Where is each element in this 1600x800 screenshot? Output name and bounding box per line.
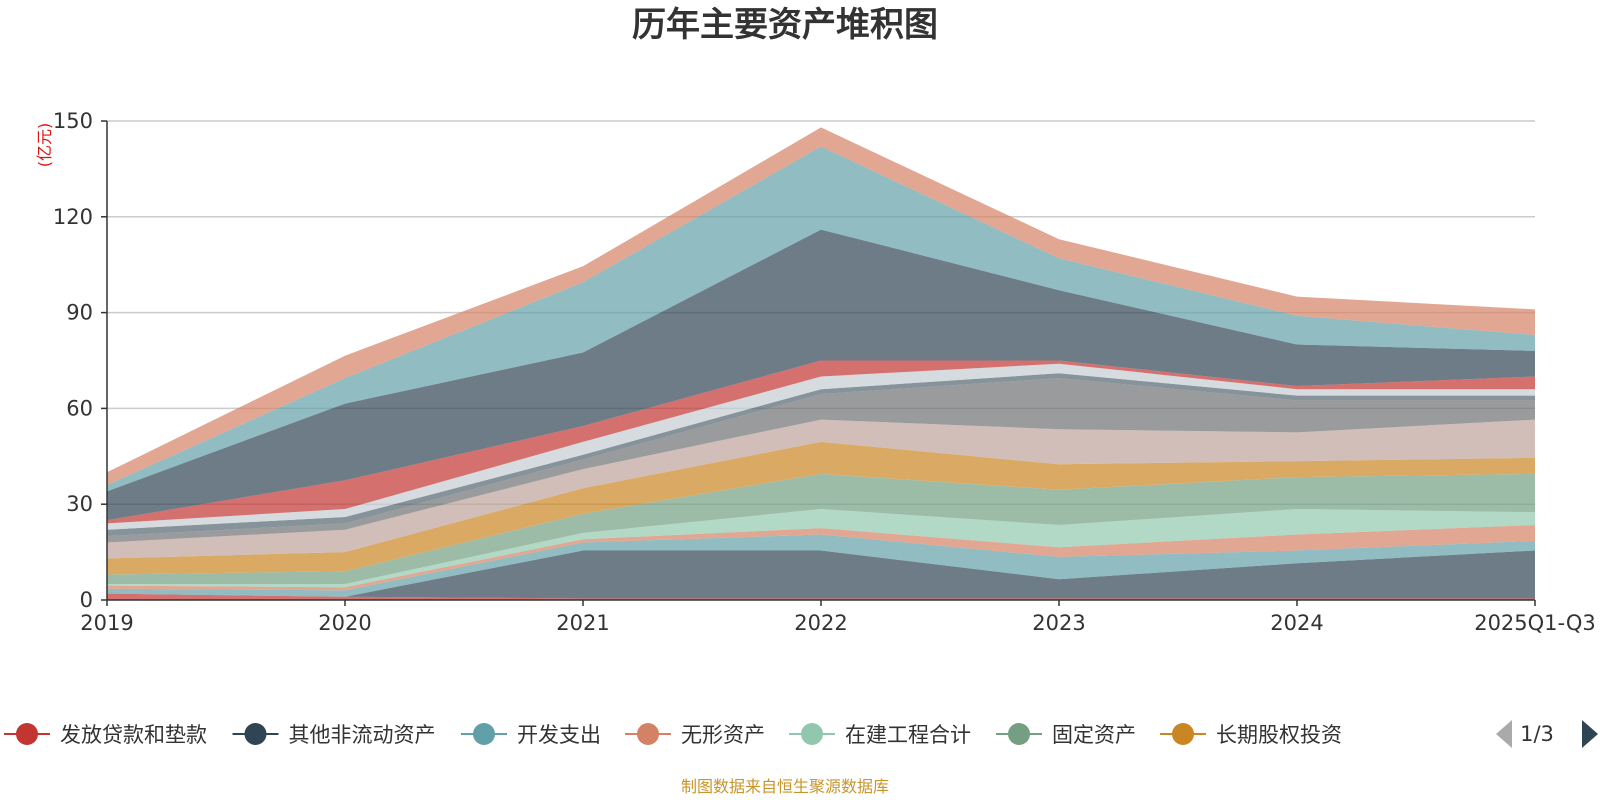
legend-circle-icon <box>473 723 495 745</box>
legend-item[interactable]: 固定资产 <box>996 723 1136 747</box>
area-series-3[interactable] <box>107 525 1535 591</box>
data-source-note: 制图数据来自恒生聚源数据库 <box>681 777 889 796</box>
y-tick-label: 30 <box>66 492 93 516</box>
area-series <box>107 127 1535 600</box>
legend-circle-icon <box>244 723 267 745</box>
legend-circle-icon <box>16 723 38 745</box>
area-series-11[interactable] <box>107 360 1535 524</box>
y-tick-label: 120 <box>53 205 93 229</box>
area-series-1[interactable] <box>107 550 1535 599</box>
x-tick-label: 2020 <box>318 611 371 635</box>
y-tick-label: 150 <box>53 109 93 133</box>
area-series-2[interactable] <box>107 534 1535 597</box>
legend-label: 开发支出 <box>517 723 601 747</box>
legend-label: 长期股权投资 <box>1216 723 1342 747</box>
area-series-4[interactable] <box>107 509 1535 588</box>
legend-circle-icon <box>801 723 823 745</box>
legend-item[interactable]: 开发支出 <box>461 723 601 747</box>
area-series-8[interactable] <box>107 378 1535 543</box>
area-series-7[interactable] <box>107 419 1535 559</box>
legend-item[interactable]: 其他非流动资产 <box>232 723 436 747</box>
legend-circle-icon <box>1008 723 1030 745</box>
area-series-12[interactable] <box>107 229 1535 521</box>
area-series-6[interactable] <box>107 441 1535 575</box>
area-series-5[interactable] <box>107 473 1535 584</box>
y-tick-label: 0 <box>80 588 93 612</box>
legend-label: 在建工程合计 <box>845 723 971 747</box>
area-series-13[interactable] <box>107 146 1535 492</box>
x-tick-label: 2023 <box>1032 611 1085 635</box>
legend-pager: 1/3 <box>1496 720 1598 748</box>
legend-item[interactable]: 无形资产 <box>625 723 765 747</box>
legend-item[interactable]: 发放贷款和垫款 <box>4 723 207 747</box>
legend-label: 无形资产 <box>681 723 765 747</box>
legend-circle-icon <box>1172 723 1194 745</box>
legend-page-indicator: 1/3 <box>1520 722 1554 746</box>
legend-label: 其他非流动资产 <box>289 723 436 747</box>
x-tick-label: 2022 <box>794 611 847 635</box>
legend-label: 发放贷款和垫款 <box>60 723 207 747</box>
axes: 2019 2020 2021 2022 2023 2024 2025Q1-Q3 <box>80 120 1596 635</box>
legend-prev-icon[interactable] <box>1496 720 1512 748</box>
y-axis-unit: (亿元) <box>35 123 54 168</box>
y-tick-label: 90 <box>66 301 93 325</box>
x-tick-label: 2025Q1-Q3 <box>1474 611 1596 635</box>
legend-label: 固定资产 <box>1052 723 1136 747</box>
legend-item[interactable]: 长期股权投资 <box>1160 723 1342 747</box>
x-tick-label: 2019 <box>80 611 133 635</box>
legend: 发放贷款和垫款 其他非流动资产 开发支出 无形资产 在建工程合计 固定资产 长期股权投资 <box>4 723 1342 747</box>
x-tick-label: 2021 <box>556 611 609 635</box>
legend-item[interactable]: 在建工程合计 <box>789 723 971 747</box>
x-tick-label: 2024 <box>1270 611 1323 635</box>
y-tick-label: 60 <box>66 396 93 420</box>
legend-next-icon[interactable] <box>1582 720 1598 748</box>
chart-title: 历年主要资产堆积图 <box>632 5 938 45</box>
legend-circle-icon <box>637 723 659 745</box>
